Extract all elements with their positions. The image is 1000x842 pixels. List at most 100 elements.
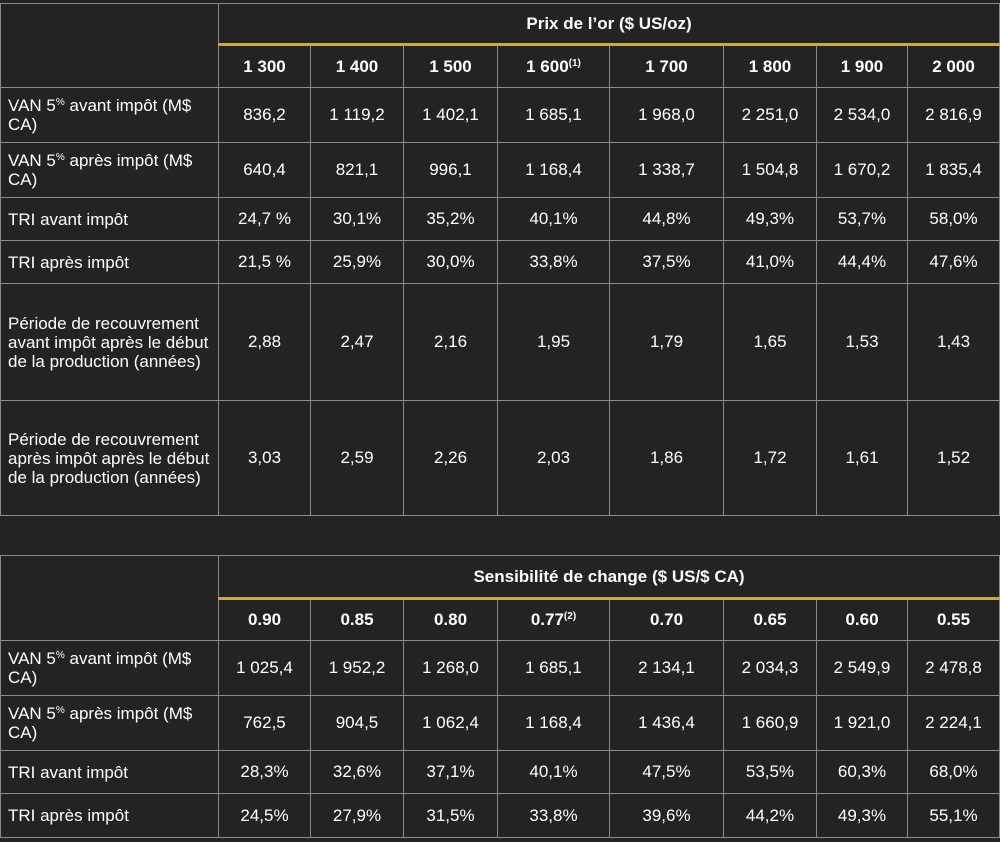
value-cell: 2,47 xyxy=(310,283,404,401)
column-header: 1 400 xyxy=(310,44,404,88)
value-cell: 2 134,1 xyxy=(609,640,724,696)
column-header: 0.85 xyxy=(310,598,404,641)
value-cell: 1,79 xyxy=(609,283,724,401)
value-cell: 24,5% xyxy=(218,793,311,838)
column-header: 2 000 xyxy=(906,44,1000,88)
column-label: 0.65 xyxy=(753,610,787,629)
row-label: VAN 5% avant impôt (M$ CA) xyxy=(0,87,219,143)
value-cell: 2,16 xyxy=(403,283,498,401)
value-cell: 1 119,2 xyxy=(310,87,404,143)
column-label: 1 500 xyxy=(429,56,472,76)
value-cell: 2,26 xyxy=(403,400,498,516)
value-cell: 1,52 xyxy=(906,400,1000,516)
table-title: Sensibilité de change ($ US/$ CA) xyxy=(218,555,1000,600)
column-label: 1 600 xyxy=(526,56,569,76)
value-cell: 37,1% xyxy=(403,750,498,794)
value-cell: 2 534,0 xyxy=(816,87,908,143)
value-cell: 1 660,9 xyxy=(723,695,817,751)
row-label: TRI après impôt xyxy=(0,793,219,838)
row-label-text: VAN 5 xyxy=(8,704,56,723)
value-cell: 1 952,2 xyxy=(310,640,404,696)
column-label: 1 400 xyxy=(335,56,379,76)
row-label-text: VAN 5 xyxy=(8,96,56,115)
data-row: TRI après impôt 24,5% 27,9% 31,5% 33,8% 39,6%… xyxy=(0,793,1000,838)
value-cell: 1,65 xyxy=(723,283,817,401)
table-title: Prix de l’or ($ US/oz) xyxy=(217,3,1000,46)
row-label-sup: % xyxy=(55,650,65,661)
row-label-rest: après impôt (M$ CA) xyxy=(8,151,193,189)
row-label-rest: après impôt (M$ CA) xyxy=(8,704,193,742)
column-header: 1 900 xyxy=(816,44,908,88)
data-row: Période de recouvrement après impôt aprè… xyxy=(0,400,1000,516)
value-cell: 640,4 xyxy=(218,142,311,198)
row-label-text: TRI après impôt xyxy=(8,806,129,825)
column-header: 1 600(1) xyxy=(497,44,610,88)
value-cell: 32,6% xyxy=(310,750,404,794)
column-label: 2 000 xyxy=(932,56,975,76)
value-cell: 24,7 % xyxy=(218,197,311,241)
corner-cell xyxy=(0,3,219,88)
value-cell: 1,53 xyxy=(816,283,908,401)
row-label: TRI avant impôt xyxy=(0,197,219,241)
column-header: 0.55 xyxy=(907,598,1000,641)
row-label-text: Période de recouvrement avant impôt aprè… xyxy=(8,313,209,371)
column-label: 1 700 xyxy=(645,56,688,76)
value-cell: 31,5% xyxy=(403,793,498,838)
row-label-text: TRI après impôt xyxy=(8,252,129,272)
value-cell: 2,88 xyxy=(218,283,311,401)
value-cell: 762,5 xyxy=(218,695,311,751)
value-cell: 1 436,4 xyxy=(609,695,724,751)
value-cell: 821,1 xyxy=(310,142,404,198)
column-label: 0.70 xyxy=(649,610,684,629)
column-label: 0.90 xyxy=(247,610,282,629)
value-cell: 49,3% xyxy=(723,197,817,241)
value-cell: 1,95 xyxy=(497,283,610,401)
row-label-text: VAN 5 xyxy=(8,151,56,170)
data-row: Période de recouvrement avant impôt aprè… xyxy=(0,283,1000,401)
value-cell: 1 025,4 xyxy=(218,640,311,696)
column-label: 0.77 xyxy=(530,610,564,629)
column-header: 1 300 xyxy=(218,44,311,88)
value-cell: 1 504,8 xyxy=(723,142,817,198)
row-label: VAN 5% après impôt (M$ CA) xyxy=(0,142,219,198)
value-cell: 27,9% xyxy=(310,793,404,838)
row-label: Période de recouvrement avant impôt aprè… xyxy=(0,283,219,401)
data-row: TRI avant impôt 24,7 % 30,1% 35,2% 40,1% 44,8… xyxy=(0,197,1000,241)
data-row: VAN 5% avant impôt (M$ CA) 1 025,4 1 952,2… xyxy=(0,640,1000,696)
value-cell: 47,6% xyxy=(906,240,1000,284)
row-label-sup: % xyxy=(55,97,65,108)
column-header: 0.70 xyxy=(609,598,724,641)
value-cell: 47,5% xyxy=(609,750,724,794)
column-header: 1 500 xyxy=(403,44,498,88)
data-row: TRI après impôt 21,5 % 25,9% 30,0% 33,8% 37,5… xyxy=(0,240,1000,284)
value-cell: 1 835,4 xyxy=(906,142,1000,198)
column-label: 0.55 xyxy=(936,610,971,629)
row-label: Période de recouvrement après impôt aprè… xyxy=(0,400,219,516)
value-cell: 60,3% xyxy=(816,750,908,794)
value-cell: 33,8% xyxy=(497,240,610,284)
row-label: TRI après impôt xyxy=(0,240,219,284)
value-cell: 21,5 % xyxy=(218,240,311,284)
data-table: Sensibilité de change ($ US/$ CA) 0.90 0.8… xyxy=(0,555,1000,838)
column-header: 1 800 xyxy=(723,44,817,88)
column-header: 1 700 xyxy=(609,44,724,88)
row-label-sup: % xyxy=(55,152,65,163)
data-row: TRI avant impôt 28,3% 32,6% 37,1% 40,1% 47,5%… xyxy=(0,750,1000,794)
data-row: VAN 5% après impôt (M$ CA) 762,5 904,5 1 06… xyxy=(0,695,1000,751)
column-label: 0.85 xyxy=(340,610,374,629)
value-cell: 1 921,0 xyxy=(816,695,908,751)
corner-cell xyxy=(0,555,219,641)
title-row: Prix de l’or ($ US/oz) xyxy=(0,3,1000,88)
value-cell: 44,8% xyxy=(609,197,724,241)
column-header: 0.65 xyxy=(723,598,817,641)
row-label: TRI avant impôt xyxy=(0,750,219,794)
value-cell: 836,2 xyxy=(218,87,311,143)
row-label-rest: avant impôt (M$ CA) xyxy=(8,96,192,134)
row-label-text: TRI avant impôt xyxy=(8,762,128,782)
data-row: VAN 5% avant impôt (M$ CA) 836,2 1 119,2 1 … xyxy=(0,87,1000,143)
value-cell: 1 685,1 xyxy=(497,640,610,696)
value-cell: 2 034,3 xyxy=(723,640,817,696)
row-label-sup: % xyxy=(55,705,65,716)
column-label: 0.60 xyxy=(845,610,879,629)
value-cell: 1 670,2 xyxy=(816,142,908,198)
